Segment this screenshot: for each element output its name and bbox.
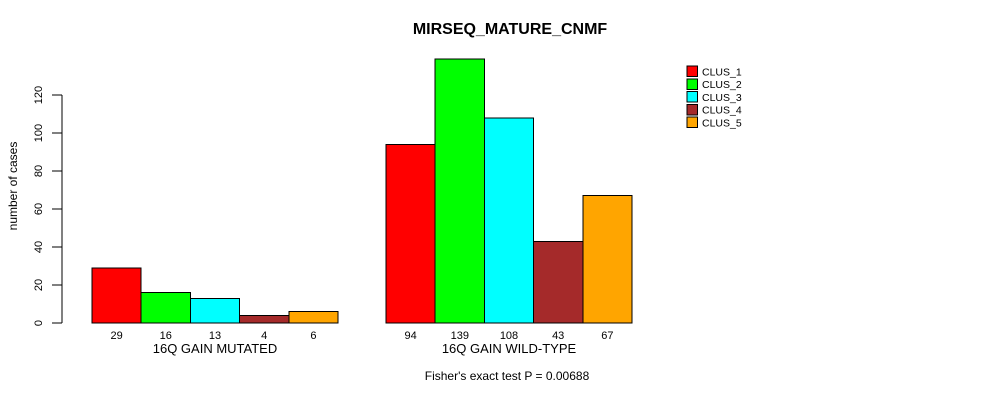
bar-labels: 29 94 16 139 13 108 4 43 6 67 16Q GAIN MUTATED 16Q … <box>110 330 613 356</box>
y-axis-tick-label: 20 <box>33 279 45 291</box>
bar-clus_1-group2 <box>385 143 436 324</box>
bar-value-label: 4 <box>261 330 267 342</box>
legend-label-clus_4: CLUS_4 <box>702 105 742 117</box>
y-axis-tick-label: 0 <box>33 320 45 326</box>
fisher-test-caption: Fisher's exact test P = 0.00688 <box>425 369 590 383</box>
bar-value-label: 13 <box>209 330 221 342</box>
y-axis-tick-label: 60 <box>33 203 45 215</box>
legend-label-clus_1: CLUS_1 <box>702 66 742 78</box>
bar-value-label: 6 <box>310 330 316 342</box>
bar-clus_3-group2 <box>483 117 535 324</box>
bar-value-label: 94 <box>404 330 416 342</box>
y-axis-tick-label: 120 <box>33 86 45 104</box>
legend-swatch-clus_2 <box>686 78 698 90</box>
group-label-1: 16Q GAIN MUTATED <box>153 341 277 356</box>
bar-value-label: 29 <box>110 330 122 342</box>
bar-clus_2-group2 <box>434 58 485 324</box>
bar-value-label: 43 <box>552 330 564 342</box>
chart-title: MIRSEQ_MATURE_CNMF <box>413 21 608 38</box>
legend-swatch-clus_4 <box>686 103 698 116</box>
group-label-2: 16Q GAIN WILD-TYPE <box>442 341 577 356</box>
bars <box>91 58 633 324</box>
bar-clus_5-group1 <box>288 311 339 324</box>
bar-value-label: 108 <box>500 330 518 342</box>
legend-swatch-clus_3 <box>686 91 698 103</box>
y-axis-tick-label: 40 <box>33 241 45 253</box>
bar-clus_2-group1 <box>140 292 191 324</box>
legend-swatch-clus_1 <box>686 65 698 77</box>
y-axis: 0 20 40 60 80 100 120 <box>33 86 63 326</box>
legend-swatch-clus_5 <box>686 116 698 129</box>
bar-clus_1-group1 <box>91 267 142 324</box>
y-axis-tick-label: 100 <box>33 124 45 142</box>
y-axis-tick-label: 80 <box>33 165 45 177</box>
bar-clus_4-group1 <box>239 314 290 324</box>
legend-label-clus_5: CLUS_5 <box>702 118 742 130</box>
legend-label-clus_3: CLUS_3 <box>702 92 742 104</box>
bar-clus_5-group2 <box>582 195 633 324</box>
y-axis-label: number of cases <box>6 142 20 231</box>
bar-value-label: 139 <box>451 330 469 342</box>
bar-value-label: 16 <box>160 330 172 342</box>
bar-value-label: 67 <box>601 330 613 342</box>
bar-clus_3-group1 <box>189 297 241 324</box>
legend-label-clus_2: CLUS_2 <box>702 79 742 91</box>
bar-clus_4-group2 <box>533 240 584 324</box>
